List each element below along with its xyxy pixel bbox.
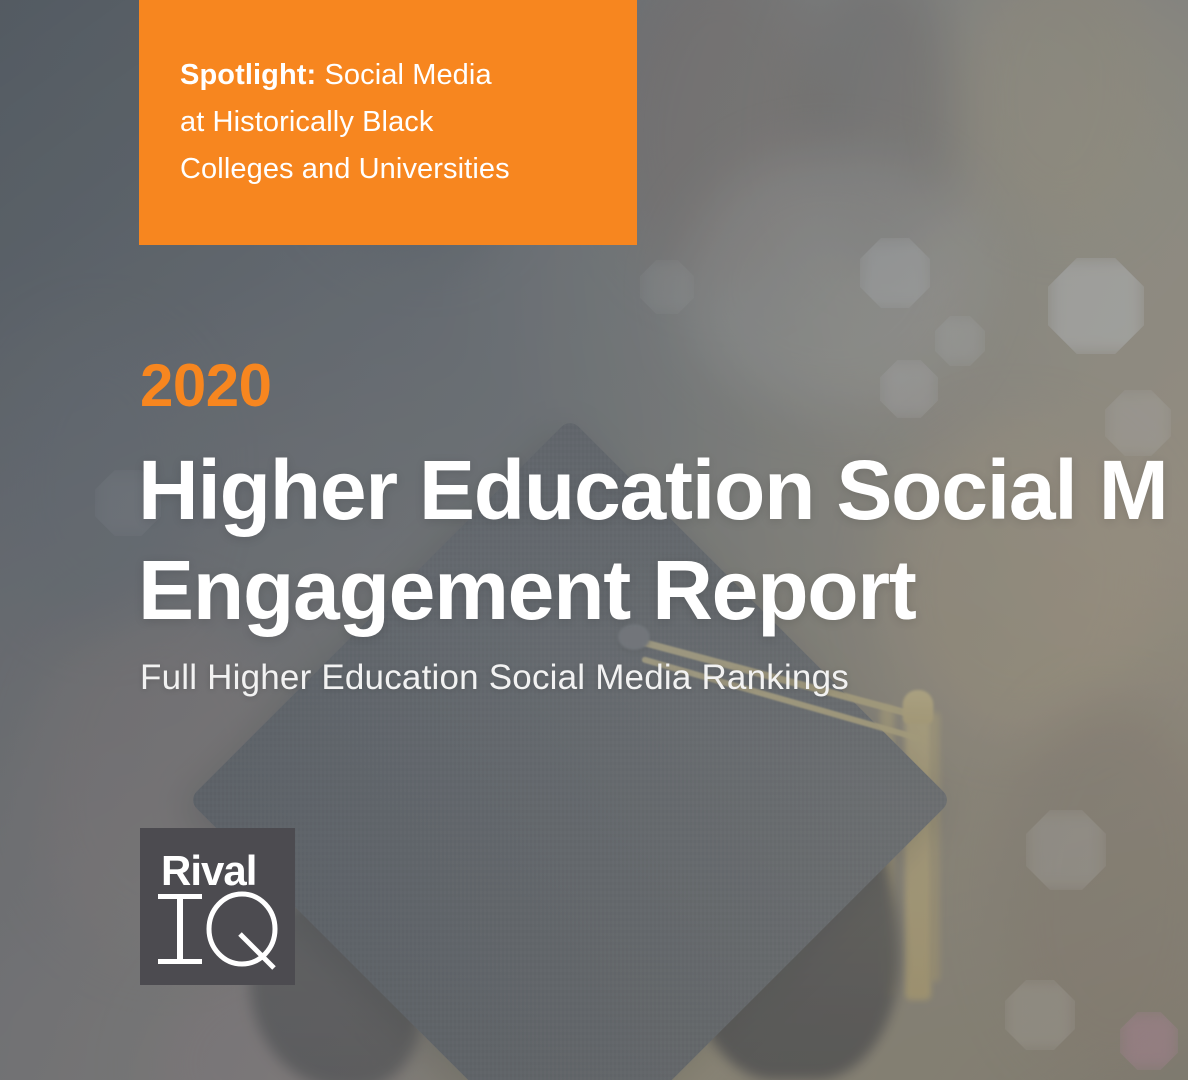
logo-wordmark-rival: Rival: [161, 847, 257, 894]
page-title-line-2: Engagement Report: [138, 543, 917, 637]
report-year: 2020: [140, 352, 272, 419]
spotlight-banner: Spotlight: Social Media at Historically …: [139, 0, 637, 245]
spotlight-line1: Social Media: [316, 59, 492, 91]
spotlight-text: Spotlight: Social Media at Historically …: [180, 52, 597, 193]
spotlight-line2: at Historically Black: [180, 106, 434, 138]
rival-iq-logo: Rival: [140, 828, 295, 985]
page-subtitle: Full Higher Education Social Media Ranki…: [140, 658, 849, 697]
page-title-line-1: Higher Education Social M: [138, 443, 1169, 537]
spotlight-line3: Colleges and Universities: [180, 153, 510, 185]
spotlight-lead: Spotlight:: [180, 59, 317, 91]
logo-wordmark-iq-icon: [158, 891, 278, 970]
page-title: Higher Education Social M Engagement Rep…: [138, 440, 1188, 640]
